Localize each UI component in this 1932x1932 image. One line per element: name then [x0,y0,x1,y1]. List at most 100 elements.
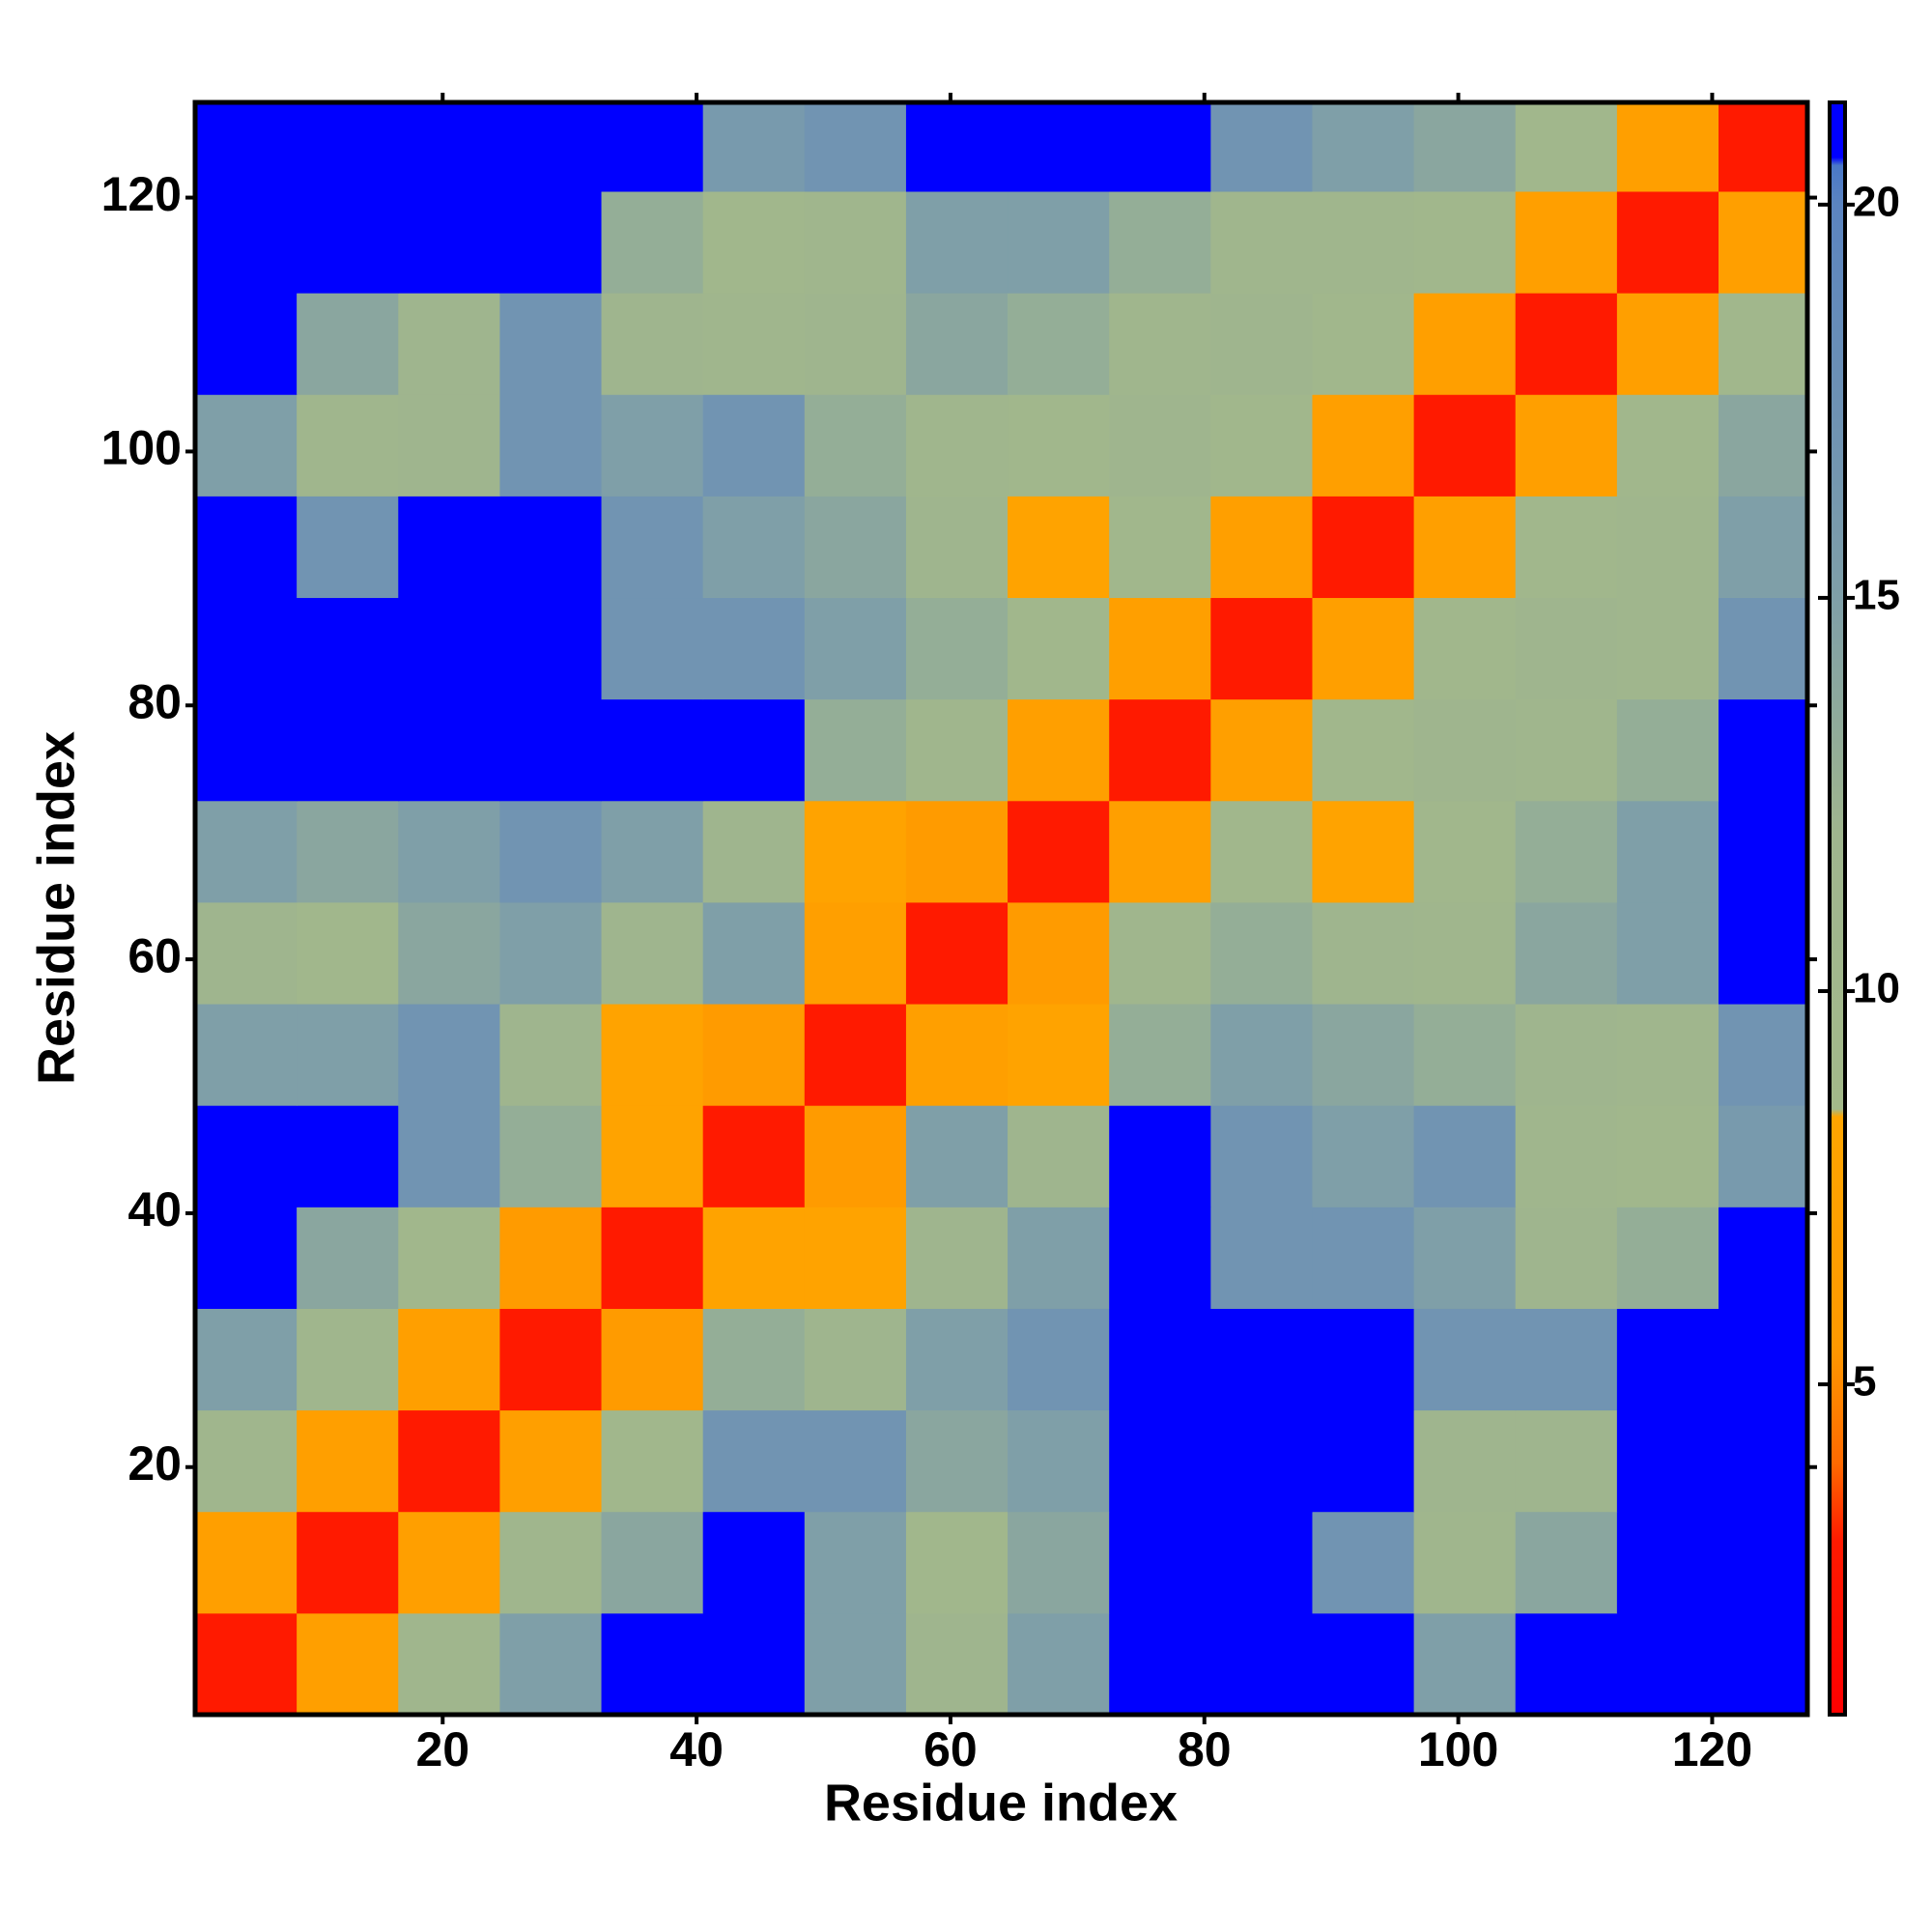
heatmap-cell [1109,1207,1211,1309]
heatmap-cell [1008,901,1110,1005]
heatmap-cell [905,800,1009,903]
heatmap-cell [1616,1511,1719,1614]
heatmap-cell [905,597,1009,700]
heatmap-cell [195,190,298,294]
heatmap-cell [601,102,704,192]
heatmap-cell [1515,1207,1618,1309]
heatmap-cell [398,190,500,294]
heatmap-cell [1008,190,1110,294]
heatmap-cell [1719,901,1807,1005]
heatmap-cell [1109,394,1211,497]
heatmap-cell [702,1004,806,1106]
heatmap-cell [1312,698,1415,802]
heatmap-cell [1312,1612,1415,1715]
x-tick-label: 40 [669,1722,724,1776]
heatmap-cell [195,1308,298,1411]
heatmap-cell [1312,394,1415,497]
heatmap-cell [1616,1105,1719,1208]
heatmap-cell [1515,901,1618,1005]
heatmap-cell [1719,293,1807,395]
heatmap-cell [1312,293,1415,395]
heatmap-cell [1210,1409,1313,1513]
heatmap-cell [398,1612,500,1715]
heatmap-cell [1312,1105,1415,1208]
heatmap-cell [905,190,1009,294]
heatmap-cell [601,1511,704,1614]
heatmap-cell [601,1105,704,1208]
colorbar-tick-label: 15 [1853,572,1900,619]
heatmap-cell [1413,597,1517,700]
heatmap-cell [499,1308,603,1411]
heatmap-cell [1616,901,1719,1005]
heatmap-cell [297,293,399,395]
heatmap-cell [702,698,806,802]
heatmap-cell [804,1409,907,1513]
heatmap-cell [1008,800,1110,903]
heatmap-cell [601,293,704,395]
heatmap-cell [1109,496,1211,599]
heatmap-cell [195,1004,298,1106]
y-tick-label: 120 [101,167,182,221]
heatmap-cell [398,1207,500,1309]
heatmap-cell [1413,800,1517,903]
heatmap-cell [905,1004,1009,1106]
heatmap-cell [499,394,603,497]
heatmap-cell [499,1105,603,1208]
heatmap-cell [1210,1511,1313,1614]
heatmap-cell [804,190,907,294]
heatmap-cell [1616,1308,1719,1411]
heatmap-cell [1109,597,1211,700]
heatmap-cell [398,102,500,192]
heatmap-cell [804,1105,907,1208]
x-tick-label: 20 [415,1722,469,1776]
heatmap-cell [195,102,298,192]
heatmap-cell [1109,698,1211,802]
heatmap-cell [1515,698,1618,802]
heatmap-cell [1515,102,1618,192]
heatmap-cell [499,800,603,903]
heatmap-cell [1008,293,1110,395]
heatmap-cell [1616,496,1719,599]
heatmap-cell [1413,394,1517,497]
y-tick-label: 80 [128,674,182,728]
heatmap-cell [804,1612,907,1715]
y-axis-label: Residue index [27,731,85,1085]
heatmap-cell [195,293,298,395]
heatmap-cell [804,496,907,599]
heatmap-cell [1210,102,1313,192]
heatmap-cell [1515,190,1618,294]
heatmap-cell [1312,190,1415,294]
heatmap-cell [1515,496,1618,599]
heatmap-cell [601,698,704,802]
heatmap-cell [1515,394,1618,497]
heatmap-cell [1515,1105,1618,1208]
heatmap-cell [1008,496,1110,599]
heatmap-cell [1719,1105,1807,1208]
heatmap-cell [195,394,298,497]
heatmap-cell [1413,496,1517,599]
heatmap-cell [1719,1409,1807,1513]
heatmap-cell [1210,496,1313,599]
y-tick-label: 20 [128,1436,182,1491]
heatmap-cell [1109,1004,1211,1106]
heatmap-cell [601,597,704,700]
heatmap-cell [297,1409,399,1513]
heatmap-cell [195,1612,298,1715]
heatmap-cell [398,496,500,599]
heatmap-cell [1312,800,1415,903]
heatmap-cell [1616,597,1719,700]
heatmap-cell [1210,597,1313,700]
heatmap-cell [499,597,603,700]
heatmap-cell [1413,1004,1517,1106]
heatmap-cell [905,1207,1009,1309]
heatmap-cell [1719,698,1807,802]
heatmap-cell [1109,901,1211,1005]
heatmap-cell [804,597,907,700]
heatmap-cell [702,1409,806,1513]
colorbar [1828,100,1847,1717]
y-tick-label: 60 [128,928,182,982]
heatmap-cell [195,597,298,700]
heatmap-cell [702,597,806,700]
heatmap-cell [1312,102,1415,192]
